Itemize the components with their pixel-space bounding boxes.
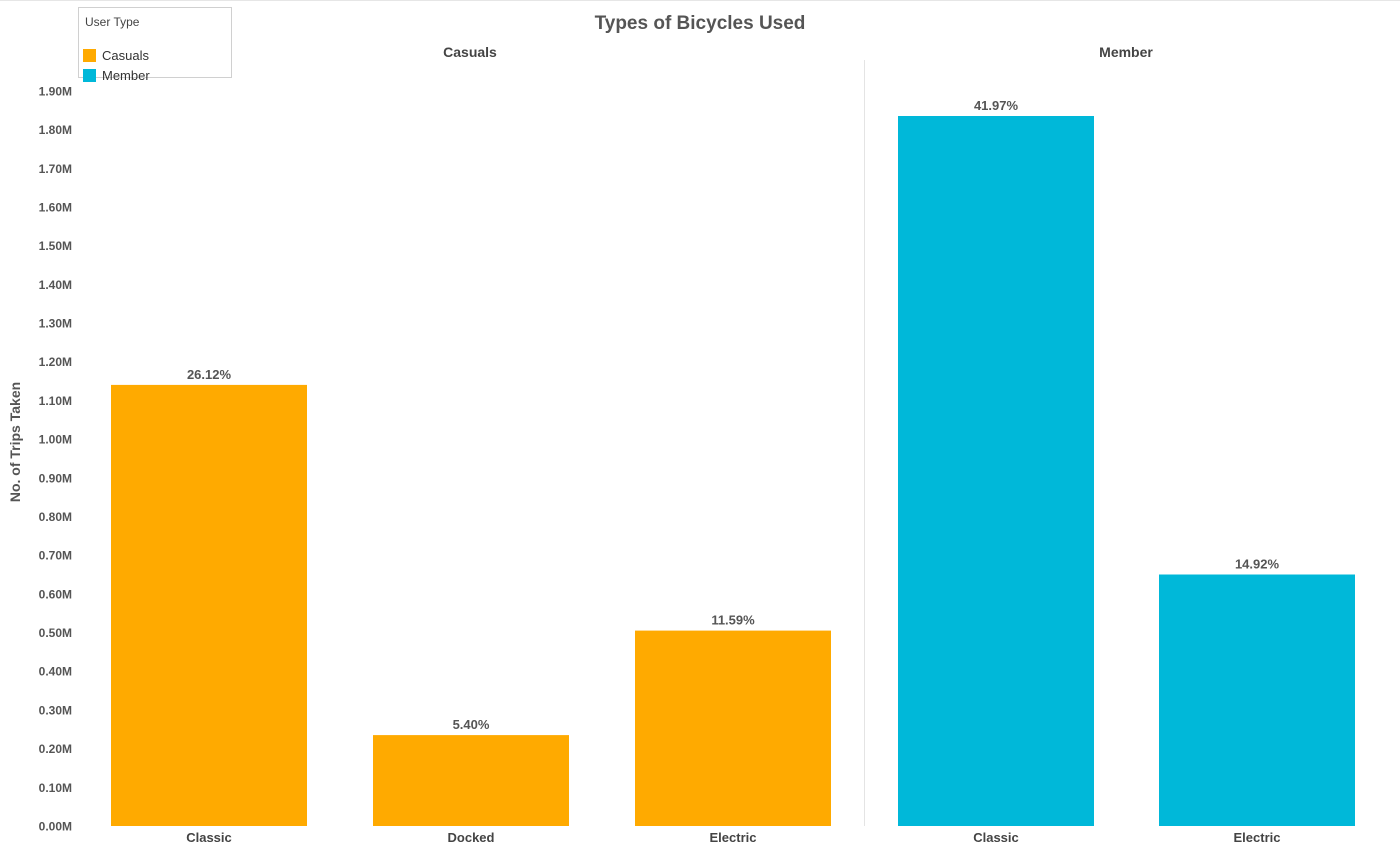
y-tick-label: 0.60M xyxy=(39,587,72,601)
legend-label-member: Member xyxy=(102,67,150,83)
bar-member-electric[interactable] xyxy=(1159,574,1355,827)
bar-casuals-docked[interactable] xyxy=(373,735,569,826)
x-category-label-casuals-electric: Electric xyxy=(710,830,757,845)
chart-title: Types of Bicycles Used xyxy=(595,13,806,34)
y-tick-label: 1.70M xyxy=(39,162,72,176)
panel-header-casuals: Casuals xyxy=(443,44,497,60)
data-label-member-classic: 41.97% xyxy=(974,98,1019,113)
y-tick-label: 0.00M xyxy=(39,820,72,834)
y-tick-label: 1.90M xyxy=(39,84,72,98)
bar-casuals-classic[interactable] xyxy=(111,384,307,826)
y-tick-label: 1.30M xyxy=(39,317,72,331)
y-tick-label: 0.80M xyxy=(39,510,72,524)
legend-swatch-casuals xyxy=(83,48,96,62)
y-tick-label: 0.30M xyxy=(39,703,72,717)
panel-casuals: Casuals 26.12% Classic 5.40% Docked 11.59% Ele… xyxy=(111,44,831,845)
y-tick-label: 1.80M xyxy=(39,123,72,137)
legend-swatch-member xyxy=(83,68,96,82)
y-tick-label: 1.60M xyxy=(39,201,72,215)
legend-label-casuals: Casuals xyxy=(102,47,149,63)
panel-header-member: Member xyxy=(1099,44,1153,60)
y-tick-label: 0.20M xyxy=(39,742,72,756)
y-tick-label: 1.40M xyxy=(39,278,72,292)
data-label-casuals-electric: 11.59% xyxy=(711,613,755,628)
bar-casuals-electric[interactable] xyxy=(635,630,831,826)
panel-member: Member 41.97% Classic 14.92% Electric xyxy=(898,44,1355,845)
y-axis-ticks: 0.00M 0.10M 0.20M 0.30M 0.40M 0.50M 0.60M 0.70M… xyxy=(39,84,72,833)
legend-item-member[interactable]: Member xyxy=(83,67,150,83)
y-tick-label: 0.40M xyxy=(39,665,72,679)
y-tick-label: 0.50M xyxy=(39,626,72,640)
legend[interactable]: User Type Casuals Member xyxy=(78,7,232,83)
y-tick-label: 1.00M xyxy=(39,433,72,447)
x-category-label-member-classic: Classic xyxy=(973,830,1019,845)
data-label-casuals-docked: 5.40% xyxy=(453,717,490,732)
x-category-label-casuals-docked: Docked xyxy=(448,830,495,845)
y-tick-label: 0.90M xyxy=(39,471,72,485)
y-tick-label: 1.10M xyxy=(39,394,72,408)
y-tick-label: 1.20M xyxy=(39,355,72,369)
chart-panels: Casuals 26.12% Classic 5.40% Docked 11.59% Ele… xyxy=(111,44,1355,845)
x-category-label-member-electric: Electric xyxy=(1234,830,1281,845)
data-label-member-electric: 14.92% xyxy=(1235,557,1280,572)
legend-title: User Type xyxy=(85,15,140,29)
legend-item-casuals[interactable]: Casuals xyxy=(83,47,149,63)
y-tick-label: 0.70M xyxy=(39,549,72,563)
data-label-casuals-classic: 26.12% xyxy=(187,367,232,382)
bar-member-classic[interactable] xyxy=(898,116,1094,826)
y-axis-title: No. of Trips Taken xyxy=(7,382,23,502)
y-tick-label: 0.10M xyxy=(39,781,72,795)
x-category-label-casuals-classic: Classic xyxy=(186,830,232,845)
y-tick-label: 1.50M xyxy=(39,239,72,253)
